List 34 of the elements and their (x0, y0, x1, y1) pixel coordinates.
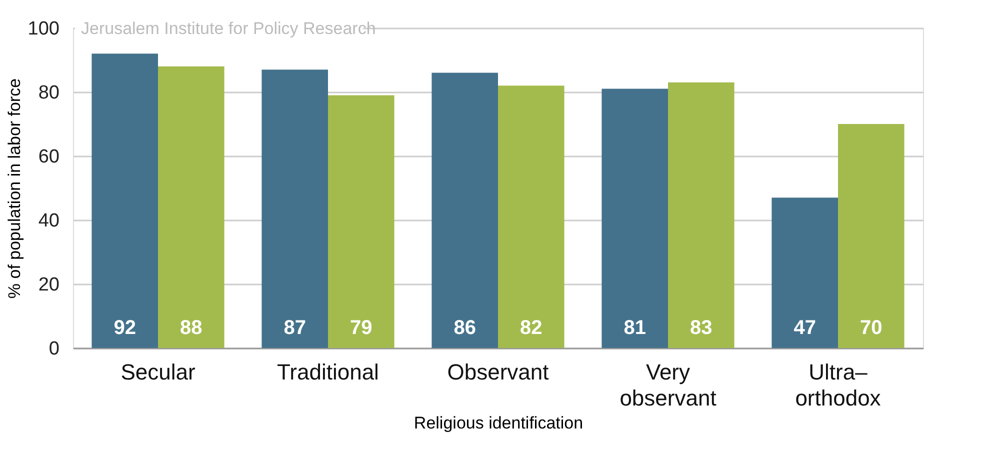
x-tick-label: Secular (120, 360, 196, 384)
bar (602, 88, 668, 348)
bar (838, 124, 904, 348)
data-label: 92 (114, 317, 136, 339)
x-tick-label: Ultra–orthodox (795, 360, 881, 410)
data-label: 82 (520, 317, 542, 339)
bar (498, 86, 564, 348)
data-label: 70 (860, 317, 882, 339)
y-tick-label: 20 (38, 274, 60, 296)
bar (262, 70, 328, 348)
y-axis-title: % of population in labor force (4, 78, 24, 299)
bar (668, 82, 734, 348)
annotation: Jerusalem Institute for Policy Research (81, 19, 376, 38)
y-tick-label: 100 (28, 18, 60, 40)
data-label: 81 (624, 317, 646, 339)
data-label: 87 (284, 317, 306, 339)
bar (158, 66, 224, 348)
bar (772, 198, 838, 348)
bar (92, 54, 158, 348)
x-tick-label: Traditional (277, 360, 379, 384)
data-label: 47 (794, 317, 816, 339)
data-label: 86 (454, 317, 476, 339)
bar (432, 72, 498, 348)
x-tick-label: Observant (447, 360, 549, 384)
data-label: 79 (350, 317, 372, 339)
data-label: 88 (180, 317, 202, 339)
y-tick-label: 40 (38, 210, 60, 232)
y-tick-label: 60 (38, 146, 60, 168)
y-tick-label: 80 (38, 82, 60, 104)
data-label: 83 (690, 317, 712, 339)
y-tick-label: 0 (48, 338, 60, 360)
x-tick-label: Very observant (620, 360, 716, 410)
x-axis-title: Religious identification (414, 414, 584, 432)
bar (328, 95, 394, 348)
